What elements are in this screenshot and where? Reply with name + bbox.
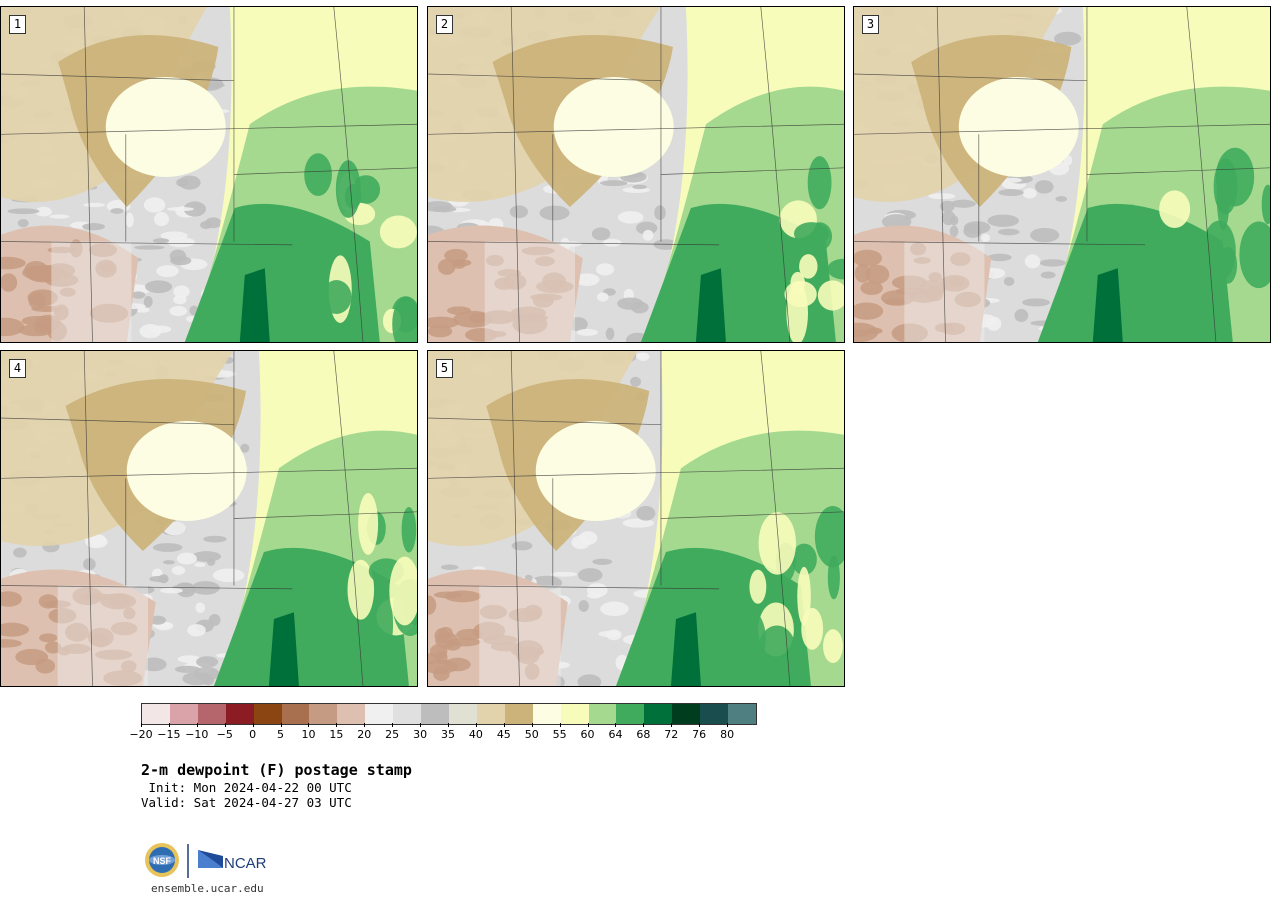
tick-mark [420, 723, 422, 727]
tick-mark [280, 723, 282, 727]
tick-mark [615, 723, 617, 727]
tick-mark [141, 723, 142, 727]
colorbar-segment [169, 704, 198, 724]
tick-label: 80 [720, 728, 735, 741]
nsf-logo-icon: NSF [145, 843, 179, 877]
logos: NSF NCAR [143, 842, 283, 882]
dewpoint-map [428, 351, 844, 686]
colorbar-segment [448, 704, 477, 724]
colorbar-segment [504, 704, 533, 724]
tick-label: 15 [329, 728, 344, 741]
tick-label: 45 [496, 728, 511, 741]
tick-mark [587, 723, 589, 727]
colorbar-segment [309, 704, 338, 724]
tick-label: 50 [524, 728, 539, 741]
tick-mark [196, 723, 198, 727]
colorbar-segment [560, 704, 589, 724]
colorbar-segment [476, 704, 505, 724]
colorbar-segment [616, 704, 645, 724]
chart-title: 2-m dewpoint (F) postage stamp [141, 761, 412, 779]
tick-mark [643, 723, 645, 727]
tick-label: 10 [301, 728, 316, 741]
colorbar-segment [672, 704, 701, 724]
tick-mark [531, 723, 533, 727]
tick-label: 55 [552, 728, 567, 741]
member-label: 2 [436, 15, 453, 34]
website-url: ensemble.ucar.edu [151, 882, 264, 895]
tick-label: 76 [692, 728, 707, 741]
tick-label: 5 [277, 728, 285, 741]
colorbar-segment [393, 704, 422, 724]
member-label: 3 [862, 15, 879, 34]
tick-label: 60 [580, 728, 595, 741]
map-panel-1: 1 [0, 6, 418, 343]
tick-mark [252, 723, 254, 727]
valid-time: Valid: Sat 2024-04-27 03 UTC [141, 795, 352, 810]
tick-mark [475, 723, 477, 727]
tick-mark [392, 723, 394, 727]
tick-mark [503, 723, 505, 727]
init-time: Init: Mon 2024-04-22 00 UTC [141, 780, 352, 795]
colorbar-segment [281, 704, 310, 724]
tick-mark [336, 723, 338, 727]
colorbar-segment [588, 704, 617, 724]
tick-label: 20 [357, 728, 372, 741]
tick-mark [671, 723, 673, 727]
tick-label: 30 [413, 728, 428, 741]
tick-mark [168, 723, 170, 727]
colorbar-segment [365, 704, 394, 724]
colorbar-segment [728, 704, 756, 724]
tick-label: −20 [129, 728, 153, 741]
colorbar-segment [253, 704, 282, 724]
tick-label: 64 [608, 728, 623, 741]
member-label: 1 [9, 15, 26, 34]
tick-mark [224, 723, 226, 727]
colorbar-segment [421, 704, 449, 724]
colorbar-segment [197, 704, 226, 724]
tick-mark [699, 723, 701, 727]
colorbar-segment [532, 704, 561, 724]
tick-label: 25 [385, 728, 400, 741]
tick-label: −10 [185, 728, 209, 741]
tick-label: 72 [664, 728, 679, 741]
colorbar-ticks: −20 −15 −10 −5 0 5 10 15 20 25 30 35 40 45 50 55 60 64 68 7… [129, 723, 757, 743]
member-label: 5 [436, 359, 453, 378]
colorbar-segment [142, 704, 170, 724]
colorbar [141, 703, 757, 725]
map-panel-2: 2 [427, 6, 845, 343]
ncar-logo-text: NCAR [224, 855, 267, 872]
map-panel-3: 3 [853, 6, 1271, 343]
member-label: 4 [9, 359, 26, 378]
tick-label: −15 [157, 728, 181, 741]
tick-label: 40 [468, 728, 483, 741]
colorbar-segment [700, 704, 729, 724]
tick-mark [448, 723, 449, 727]
tick-label: −5 [216, 728, 233, 741]
tick-mark [308, 723, 310, 727]
tick-label: 35 [441, 728, 455, 741]
tick-label: 68 [636, 728, 651, 741]
map-panel-5: 5 [427, 350, 845, 687]
colorbar-segment [337, 704, 366, 724]
dewpoint-map [1, 7, 417, 342]
ncar-logo-icon: NCAR [198, 850, 267, 872]
nsf-logo-text: NSF [153, 856, 172, 866]
colorbar-segment [225, 704, 254, 724]
dewpoint-map [1, 351, 417, 686]
dewpoint-map [428, 7, 844, 342]
map-panel-4: 4 [0, 350, 418, 687]
colorbar-segment [644, 704, 673, 724]
tick-label: 0 [249, 728, 257, 741]
dewpoint-map [854, 7, 1270, 342]
tick-mark [559, 723, 561, 727]
tick-mark [364, 723, 366, 727]
tick-mark [727, 723, 729, 727]
